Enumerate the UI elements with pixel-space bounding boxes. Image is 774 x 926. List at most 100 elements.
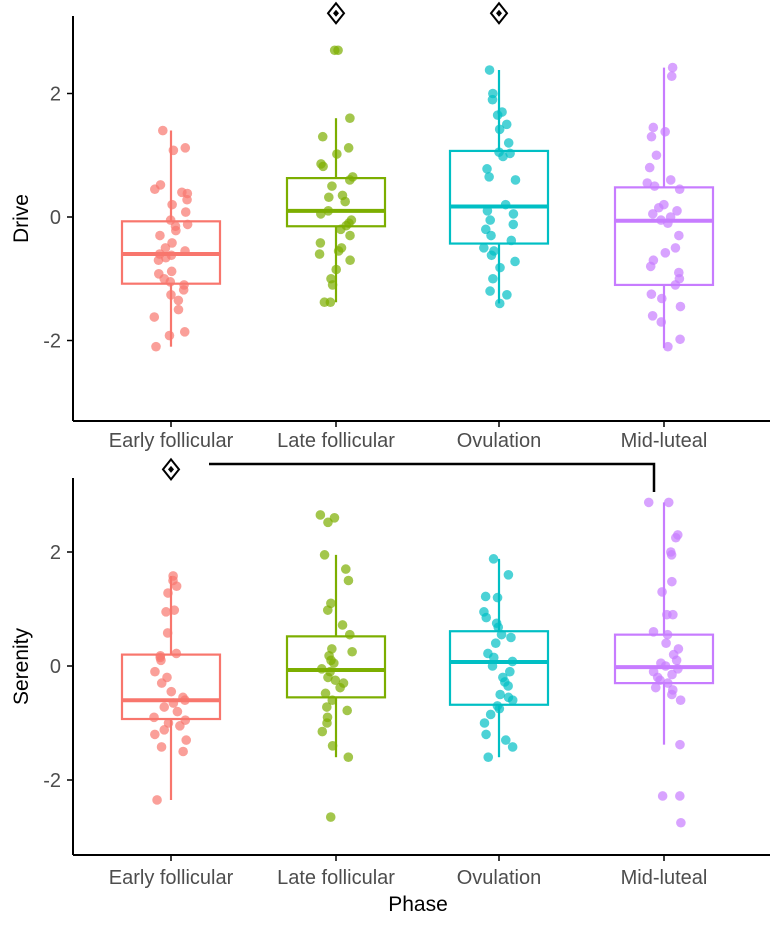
serenity-data-point-mid-luteal (660, 661, 671, 671)
drive-data-point-ovulation (502, 290, 512, 300)
serenity-data-point-mid-luteal (662, 629, 673, 640)
serenity-data-point-early-follicular (156, 742, 167, 752)
serenity-data-point-mid-luteal (668, 609, 678, 620)
serenity-data-point-late-follicular (335, 682, 345, 693)
drive-data-point-early-follicular (178, 285, 189, 295)
drive-data-point-late-follicular (332, 149, 342, 159)
drive-data-point-ovulation (487, 94, 498, 105)
serenity-data-point-early-follicular (162, 628, 173, 638)
x-axis-title: Phase (388, 893, 448, 916)
serenity-significance-diamond (161, 457, 181, 481)
drive-data-point-mid-luteal (656, 293, 667, 304)
serenity-data-point-ovulation (506, 632, 516, 643)
drive-data-point-late-follicular (345, 113, 355, 123)
serenity-data-point-ovulation (503, 681, 513, 691)
serenity-data-point-early-follicular (150, 729, 160, 740)
serenity-data-point-late-follicular (323, 517, 333, 528)
drive-data-point-early-follicular (155, 230, 165, 241)
drive-data-point-ovulation (510, 175, 521, 185)
drive-data-point-early-follicular (179, 327, 190, 337)
drive-data-point-early-follicular (151, 341, 161, 352)
serenity-data-point-ovulation (488, 554, 499, 564)
serenity-data-point-late-follicular (325, 812, 336, 822)
drive-data-point-late-follicular (335, 224, 346, 235)
drive-data-point-ovulation (498, 151, 508, 162)
drive-data-point-late-follicular (327, 280, 338, 290)
serenity-data-point-late-follicular (330, 675, 341, 686)
serenity-box-ovulation (448, 558, 550, 758)
drive-significance-diamond-inner (333, 9, 339, 17)
drive-data-point-early-follicular (165, 277, 176, 287)
drive-data-point-late-follicular (345, 175, 355, 185)
serenity-data-point-late-follicular (327, 695, 338, 705)
serenity-significance-diamond-inner (168, 465, 174, 473)
serenity-data-point-mid-luteal (666, 550, 677, 560)
serenity-data-point-ovulation (479, 718, 490, 728)
drive-data-point-ovulation (501, 119, 512, 130)
drive-data-point-late-follicular (331, 264, 342, 275)
drive-data-point-mid-luteal (645, 261, 656, 272)
serenity-data-point-mid-luteal (671, 655, 682, 666)
serenity-data-point-early-follicular (168, 698, 179, 708)
serenity-data-point-late-follicular (322, 605, 333, 615)
drive-data-point-early-follicular (160, 243, 171, 253)
serenity-data-point-late-follicular (323, 672, 333, 683)
serenity-data-point-mid-luteal (657, 791, 668, 801)
serenity-data-point-early-follicular (150, 666, 160, 677)
drive-data-point-early-follicular (167, 199, 177, 210)
serenity-data-point-ovulation (488, 652, 499, 663)
serenity-data-point-ovulation (487, 661, 498, 671)
serenity-data-point-mid-luteal (671, 532, 681, 543)
drive-data-point-ovulation (508, 219, 519, 230)
serenity-data-point-late-follicular (319, 550, 330, 560)
drive-data-point-mid-luteal (674, 230, 684, 241)
serenity-data-point-early-follicular (178, 746, 188, 757)
drive-data-point-ovulation (510, 256, 520, 267)
drive-data-point-late-follicular (315, 238, 326, 248)
drive-data-point-late-follicular (319, 297, 330, 308)
drive-data-point-early-follicular (180, 143, 191, 153)
drive-data-point-mid-luteal (651, 150, 662, 161)
serenity-data-point-ovulation (493, 622, 504, 633)
drive-data-point-mid-luteal (646, 131, 657, 142)
drive-data-point-early-follicular (168, 145, 179, 156)
drive-data-point-ovulation (506, 235, 517, 246)
serenity-data-point-early-follicular (171, 648, 182, 659)
serenity-box-mid-luteal (613, 502, 715, 745)
drive-data-point-mid-luteal (675, 334, 685, 345)
drive-data-point-mid-luteal (674, 184, 685, 195)
serenity-data-point-early-follicular (156, 678, 167, 688)
drive-data-point-mid-luteal (642, 178, 653, 188)
drive-data-point-ovulation (485, 215, 496, 225)
drive-data-point-ovulation (492, 110, 503, 120)
drive-data-point-early-follicular (171, 225, 181, 236)
drive-data-point-mid-luteal (660, 126, 670, 137)
drive-data-point-mid-luteal (648, 122, 659, 133)
drive-data-point-ovulation (486, 230, 496, 241)
serenity-data-point-mid-luteal (663, 678, 673, 688)
drive-data-point-ovulation (482, 164, 492, 174)
drive-data-point-ovulation (484, 172, 494, 182)
drive-data-point-early-follicular (180, 246, 190, 256)
serenity-data-point-mid-luteal (650, 682, 661, 693)
drive-y-axis-title: Drive (10, 194, 33, 243)
drive-data-point-late-follicular (317, 131, 328, 142)
serenity-data-point-ovulation (495, 689, 505, 700)
drive-data-point-early-follicular (149, 312, 160, 322)
drive-data-point-ovulation (494, 298, 505, 309)
drive-data-point-ovulation (508, 209, 519, 219)
drive-iqr-box-mid-luteal (613, 186, 715, 287)
serenity-box-late-follicular (285, 554, 387, 758)
serenity-data-point-late-follicular (344, 629, 355, 640)
serenity-data-point-mid-luteal (657, 587, 667, 597)
drive-y-tick-label: -2 (43, 331, 61, 353)
drive-data-point-early-follicular (157, 125, 168, 136)
drive-data-point-early-follicular (150, 184, 160, 195)
drive-data-point-late-follicular (333, 45, 343, 56)
drive-data-point-mid-luteal (663, 341, 673, 352)
drive-data-point-ovulation (485, 286, 495, 296)
drive-data-point-mid-luteal (660, 248, 671, 258)
serenity-data-point-late-follicular (322, 702, 332, 712)
serenity-data-point-early-follicular (172, 706, 183, 717)
serenity-data-point-mid-luteal (648, 627, 659, 637)
